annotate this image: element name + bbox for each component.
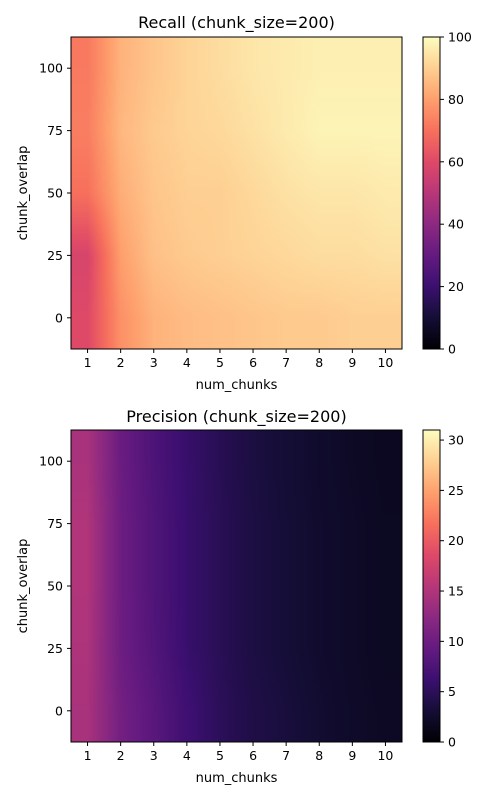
colorbar: 0 20 40 60 80 100 xyxy=(422,30,472,357)
x-tick-label: 2 xyxy=(117,748,125,763)
y-tick-label: 0 xyxy=(55,310,63,325)
x-tick-label: 1 xyxy=(84,748,92,763)
colorbar-tick-label: 20 xyxy=(448,279,464,294)
colorbar-tick-label: 15 xyxy=(448,584,464,599)
colorbar-tick-label: 20 xyxy=(448,533,464,548)
y-tick-label: 100 xyxy=(39,61,63,76)
colorbar-tick-label: 80 xyxy=(448,92,464,107)
x-axis-label: num_chunks xyxy=(196,771,278,786)
y-tick-label: 50 xyxy=(47,579,63,594)
x-tick-label: 3 xyxy=(150,355,158,370)
x-tick-label: 4 xyxy=(183,748,191,763)
x-tick-label: 4 xyxy=(183,355,191,370)
colorbar: 0 5 10 15 20 25 30 xyxy=(422,429,464,750)
precision-heatmap: Precision (chunk_size=200) 1 2 3 4 5 6 7 8 9 10 num… xyxy=(16,407,464,786)
y-tick-label: 25 xyxy=(47,641,63,656)
colorbar-tick-label: 30 xyxy=(448,433,464,448)
x-tick-label: 5 xyxy=(216,355,224,370)
y-tick-label: 50 xyxy=(47,186,63,201)
colorbar-gradient xyxy=(422,429,441,743)
x-tick-label: 5 xyxy=(216,748,224,763)
y-tick-label: 75 xyxy=(47,516,63,531)
x-tick-label: 2 xyxy=(117,355,125,370)
heatmap-image xyxy=(71,430,402,742)
x-tick-label: 1 xyxy=(84,355,92,370)
colorbar-tick-label: 0 xyxy=(448,342,456,357)
x-tick-label: 10 xyxy=(377,355,393,370)
x-tick-label: 6 xyxy=(249,355,257,370)
y-axis-label: chunk_overlap xyxy=(16,146,31,241)
colorbar-tick-label: 25 xyxy=(448,483,464,498)
x-tick-label: 6 xyxy=(249,748,257,763)
heatmap-image xyxy=(71,37,402,349)
y-axis-label: chunk_overlap xyxy=(16,539,31,634)
colorbar-tick-label: 100 xyxy=(448,30,472,45)
x-tick-label: 7 xyxy=(282,748,290,763)
x-tick-label: 10 xyxy=(377,748,393,763)
y-tick-label: 75 xyxy=(47,123,63,138)
x-tick-label: 7 xyxy=(282,355,290,370)
x-axis-label: num_chunks xyxy=(196,378,278,393)
x-tick-label: 9 xyxy=(348,748,356,763)
y-tick-label: 25 xyxy=(47,248,63,263)
y-tick-label: 100 xyxy=(39,454,63,469)
x-tick-label: 3 xyxy=(150,748,158,763)
colorbar-gradient xyxy=(422,36,441,350)
x-tick-label: 8 xyxy=(315,355,323,370)
y-tick-label: 0 xyxy=(55,703,63,718)
colorbar-tick-label: 0 xyxy=(448,735,456,750)
x-tick-label: 8 xyxy=(315,748,323,763)
colorbar-tick-label: 60 xyxy=(448,154,464,169)
chart-title: Precision (chunk_size=200) xyxy=(126,407,346,427)
chart-title: Recall (chunk_size=200) xyxy=(138,13,335,33)
x-tick-label: 9 xyxy=(348,355,356,370)
colorbar-tick-label: 5 xyxy=(448,684,456,699)
colorbar-tick-label: 40 xyxy=(448,217,464,232)
recall-heatmap: Recall (chunk_size=200) 1 2 3 4 5 6 7 8 9 10 num_ch… xyxy=(16,13,472,393)
colorbar-tick-label: 10 xyxy=(448,634,464,649)
